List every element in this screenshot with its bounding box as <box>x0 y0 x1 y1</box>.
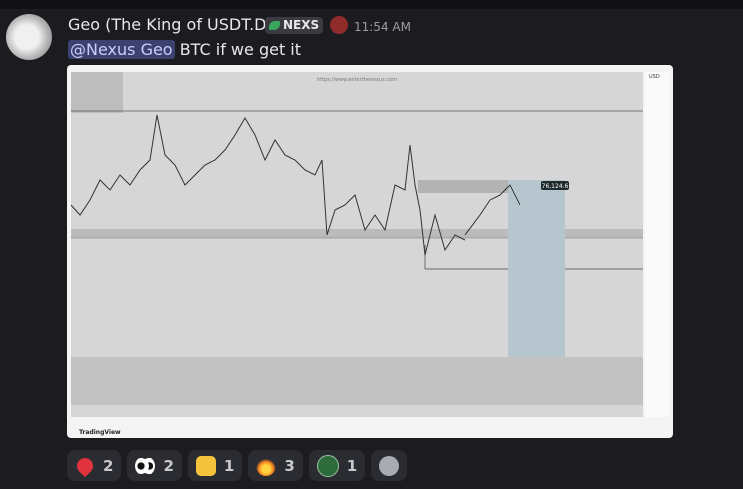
reaction[interactable]: 1 <box>187 450 243 481</box>
projection <box>464 184 521 236</box>
add-reaction[interactable] <box>371 450 408 481</box>
top-bar <box>0 0 743 9</box>
reaction-count: 3 <box>284 456 295 475</box>
author[interactable]: Geo (The King of USDT.D) <box>68 15 273 34</box>
attachment[interactable]: 76,124.6 https://www.enterthenexus.com U… <box>67 65 673 438</box>
reaction[interactable]: 2 <box>67 450 122 481</box>
message: @Nexus Geo BTC if we get it <box>68 40 301 59</box>
zone <box>71 357 643 405</box>
brand: TradingView <box>79 429 121 436</box>
reaction-count: 2 <box>103 456 114 475</box>
role-icon <box>330 16 348 34</box>
zone <box>71 229 643 238</box>
avatar[interactable] <box>6 14 52 60</box>
reaction[interactable]: 2 <box>127 450 182 481</box>
timestamp: 11:54 AM <box>354 20 411 34</box>
currency: USD <box>649 74 660 80</box>
price-badge <box>541 181 569 190</box>
reaction-count: 2 <box>163 456 174 475</box>
mention[interactable]: @Nexus Geo <box>68 40 175 59</box>
reaction[interactable]: 3 <box>248 450 303 481</box>
target-box <box>508 180 565 357</box>
reaction[interactable]: 1 <box>308 450 366 481</box>
server-tag: NEXS <box>265 17 324 34</box>
price-axis <box>645 72 669 417</box>
reaction-count: 1 <box>223 456 235 475</box>
price-line <box>70 114 466 256</box>
reaction-count: 1 <box>346 456 358 475</box>
message-text: BTC if we get it <box>179 40 302 59</box>
reactions: 2 2 1 3 1 <box>67 450 408 481</box>
price-label: 76,124.6 <box>542 183 569 190</box>
zone <box>71 72 123 113</box>
chart-image: 76,124.6 https://www.enterthenexus.com U… <box>70 72 669 436</box>
watermark: https://www.enterthenexus.com <box>317 77 397 83</box>
